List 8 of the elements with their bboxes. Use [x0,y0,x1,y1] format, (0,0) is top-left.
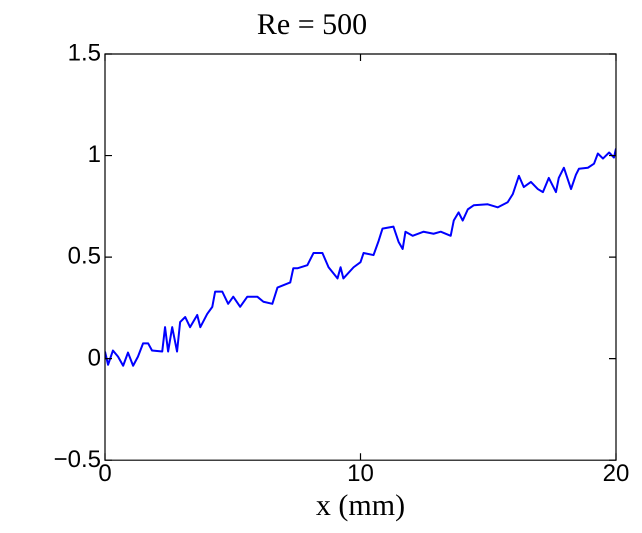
x-tick-label: 20 [602,460,630,488]
y-tick-label: 1.5 [68,40,101,67]
y-tick-label: 1 [88,141,101,168]
y-tick-label: 0.5 [68,242,101,270]
x-axis-title: x (mm) [316,488,406,522]
y-tick-label: 0 [88,344,101,372]
chart-title: Re = 500 [256,8,368,41]
x-tick-label: 10 [347,460,374,488]
